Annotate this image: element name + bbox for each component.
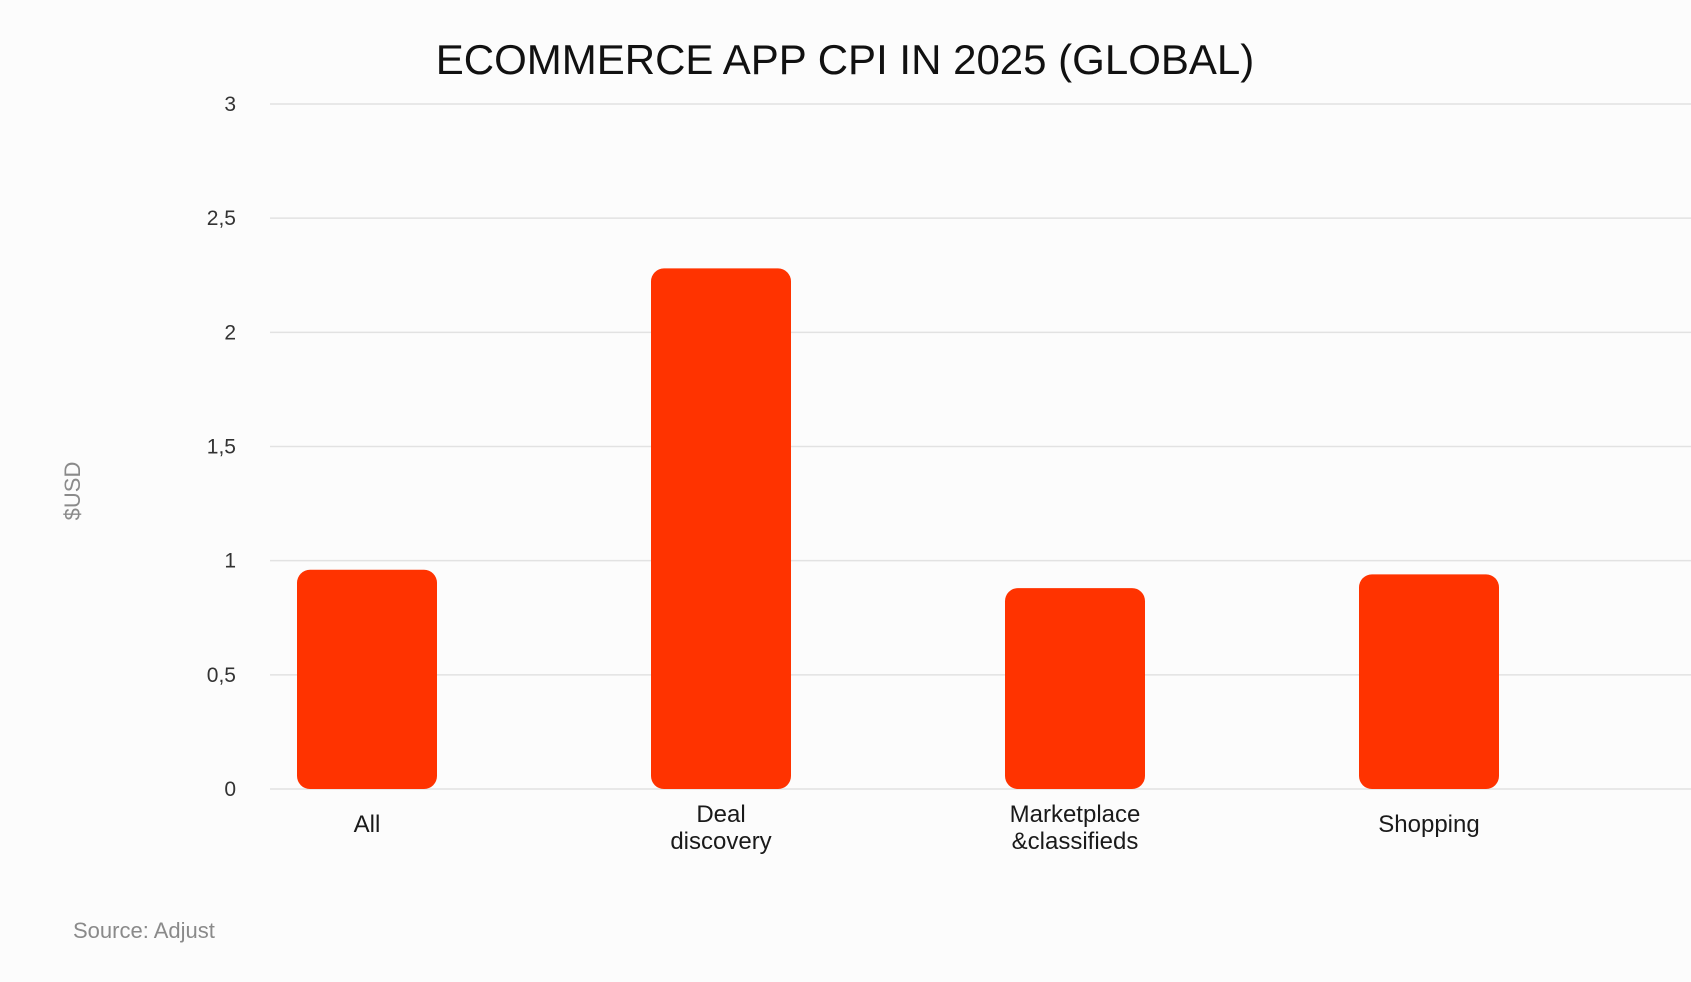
bar (651, 268, 791, 789)
bar (1359, 574, 1499, 789)
y-tick-label: 0,5 (207, 664, 236, 687)
y-tick-label: 2,5 (207, 207, 236, 230)
y-tick-label: 1 (224, 550, 236, 573)
y-tick-label: 2 (224, 321, 236, 344)
bars (297, 268, 1499, 789)
x-category-label: Shopping (1378, 811, 1479, 838)
x-category-label: discovery (670, 828, 771, 855)
y-tick-label: 1,5 (207, 436, 236, 459)
grid-lines (270, 103, 1691, 790)
y-axis-ticks: 0 0,5 1 1,5 2 2,5 3 (207, 93, 236, 801)
bar (1005, 588, 1145, 789)
x-category-label: Deal (696, 801, 745, 828)
y-tick-label: 0 (224, 778, 236, 801)
source-note: Source: Adjust (73, 918, 215, 943)
y-tick-label: 3 (224, 93, 236, 116)
x-category-label: &classifieds (1012, 828, 1139, 855)
y-axis-label: $USD (60, 462, 85, 521)
x-category-label: Marketplace (1010, 801, 1141, 828)
chart-title: ECOMMERCE APP CPI IN 2025 (GLOBAL) (436, 36, 1255, 83)
x-category-label: All (354, 811, 381, 838)
bar (297, 569, 437, 789)
